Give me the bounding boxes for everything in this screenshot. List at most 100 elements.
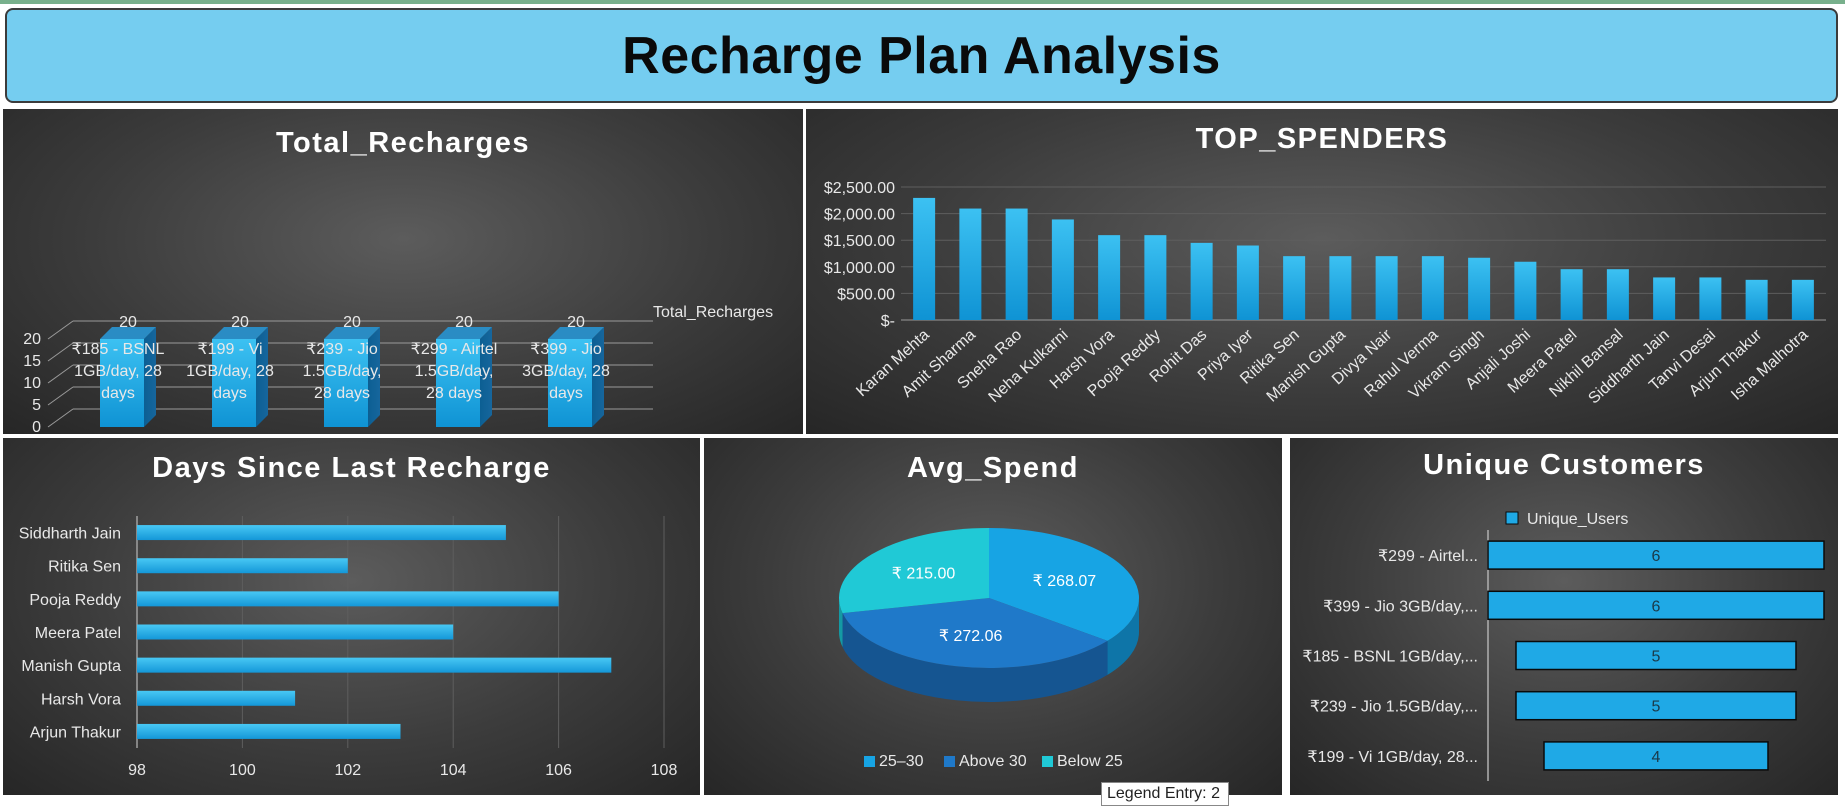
legend-label: Above 30 bbox=[959, 753, 1027, 770]
pie-slice-side bbox=[842, 613, 1108, 702]
x-tick-label: ₹199 - Vi 1GB/day, 28 days bbox=[186, 341, 274, 402]
y-tick-label: ₹299 - Airtel... bbox=[1378, 548, 1478, 565]
x-tick-label: ₹239 - Jio 1.5GB/day, 28 days bbox=[303, 341, 382, 402]
dashboard-title-banner[interactable]: Recharge Plan Analysis bbox=[5, 8, 1838, 103]
chart-days-since-last-recharge[interactable]: Days Since Last Recharge 98 100 102 104 106 1… bbox=[3, 438, 700, 795]
bar bbox=[212, 339, 256, 427]
data-label: 4 bbox=[1652, 749, 1661, 766]
y-tick-label: Manish Gupta bbox=[21, 658, 121, 675]
x-tick-label: 102 bbox=[334, 762, 361, 779]
bar bbox=[137, 723, 401, 739]
y-tick-label: Arjun Thakur bbox=[30, 724, 122, 741]
data-label: 20 bbox=[231, 314, 249, 331]
legend-label: 25–30 bbox=[879, 753, 924, 770]
bar bbox=[1653, 277, 1676, 320]
bar-3d bbox=[100, 327, 156, 427]
gridline-diag bbox=[47, 386, 74, 406]
legend-label: Below 25 bbox=[1057, 753, 1123, 770]
y-tick-label: Pooja Reddy bbox=[29, 592, 121, 609]
bar bbox=[100, 339, 144, 427]
bar bbox=[1745, 279, 1768, 320]
bar bbox=[1236, 245, 1259, 320]
bar bbox=[1468, 257, 1491, 320]
data-label: 20 bbox=[567, 314, 585, 331]
top-spenders-plot: $- $500.00 $1,000.00 $1,500.00 $2,000.00 $2,5… bbox=[824, 180, 1826, 407]
bar-side bbox=[368, 327, 380, 427]
y-tick-label: 5 bbox=[32, 397, 41, 414]
legend-swatch bbox=[944, 756, 955, 767]
y-tick-label: $1,500.00 bbox=[824, 233, 895, 250]
pie-slice-side bbox=[1107, 598, 1139, 675]
x-tick-label: 106 bbox=[545, 762, 572, 779]
data-label: 20 bbox=[343, 314, 361, 331]
bar-top bbox=[548, 327, 604, 339]
bar bbox=[137, 690, 296, 706]
y-tick-label: $2,500.00 bbox=[824, 180, 895, 197]
pie-slice bbox=[989, 528, 1139, 641]
y-tick-label: ₹239 - Jio 1.5GB/day,... bbox=[1310, 699, 1478, 716]
bar bbox=[137, 558, 348, 574]
bar-side bbox=[144, 327, 156, 427]
pie-slice bbox=[842, 598, 1108, 668]
data-label: 20 bbox=[119, 314, 137, 331]
bar bbox=[1421, 256, 1444, 320]
y-tick-label: $2,000.00 bbox=[824, 207, 895, 224]
bar bbox=[913, 197, 936, 320]
pie-slice bbox=[839, 528, 989, 614]
chart-total-recharges[interactable]: Total_Recharges 0 5 10 15 20 20 ₹185 - BSNL 1GB… bbox=[3, 109, 803, 434]
bar bbox=[548, 339, 592, 427]
gridline-diag bbox=[47, 342, 74, 362]
page-title: Recharge Plan Analysis bbox=[622, 26, 1221, 85]
legend-entry-tooltip: Legend Entry: 2 bbox=[1101, 782, 1229, 806]
gridline-diag bbox=[47, 364, 74, 384]
bar bbox=[137, 525, 506, 541]
data-label: 6 bbox=[1652, 548, 1661, 565]
y-tick-label: 0 bbox=[32, 419, 41, 434]
y-tick-label: 20 bbox=[23, 331, 41, 348]
y-tick-label: $500.00 bbox=[837, 286, 895, 303]
chart-title: Unique Customers bbox=[1423, 449, 1705, 481]
bar bbox=[1699, 277, 1722, 320]
legend-swatch bbox=[1505, 511, 1519, 525]
bar bbox=[1283, 256, 1306, 320]
unique-customers-plot: Unique_Users 6 ₹299 - Airtel... 6 ₹399 - Jio… bbox=[1302, 511, 1825, 781]
chart-title: TOP_SPENDERS bbox=[1195, 123, 1449, 155]
y-tick-label: Meera Patel bbox=[35, 625, 121, 642]
bar bbox=[1560, 269, 1583, 320]
bar bbox=[1329, 256, 1352, 320]
legend-label: Unique_Users bbox=[1527, 511, 1628, 528]
bar-3d bbox=[436, 327, 492, 427]
series-label: Total_Recharges bbox=[653, 304, 773, 321]
bar bbox=[1005, 208, 1028, 320]
bar-side bbox=[592, 327, 604, 427]
y-tick-label: $1,000.00 bbox=[824, 260, 895, 277]
gridline-diag bbox=[47, 408, 74, 428]
legend-swatch bbox=[1042, 756, 1053, 767]
bar bbox=[324, 339, 368, 427]
chart-title: Total_Recharges bbox=[275, 127, 531, 159]
x-tick-label: 100 bbox=[229, 762, 256, 779]
y-tick-label: Siddharth Jain bbox=[19, 526, 121, 543]
y-tick-label: 15 bbox=[23, 353, 41, 370]
bar bbox=[1606, 269, 1629, 320]
bar bbox=[959, 208, 982, 320]
chart-top-spenders[interactable]: TOP_SPENDERS $- $500.00 $1,000.00 $1,500.00… bbox=[806, 109, 1838, 434]
bar bbox=[1487, 540, 1825, 570]
chart-avg-spend[interactable]: Avg_Spend ₹ 268.07 ₹ 272.06 ₹ 215.00 25–30 A… bbox=[704, 438, 1282, 795]
bar bbox=[1791, 279, 1814, 320]
x-tick-label: 104 bbox=[440, 762, 467, 779]
bar bbox=[137, 591, 559, 607]
bar-top bbox=[100, 327, 156, 339]
chart-unique-customers[interactable]: Unique Customers Unique_Users 6 ₹299 - Air… bbox=[1290, 438, 1838, 795]
x-tick-label: 108 bbox=[651, 762, 678, 779]
y-tick-label: ₹199 - Vi 1GB/day, 28... bbox=[1307, 749, 1478, 766]
data-label: 5 bbox=[1652, 699, 1661, 716]
y-tick-label: ₹185 - BSNL 1GB/day,... bbox=[1302, 649, 1478, 666]
x-tick-label: Neha Kulkarni bbox=[985, 326, 1071, 406]
x-tick-label: 98 bbox=[128, 762, 146, 779]
bar-top bbox=[436, 327, 492, 339]
bar-top bbox=[212, 327, 268, 339]
bar bbox=[1543, 741, 1769, 771]
y-tick-label: $- bbox=[881, 313, 895, 330]
x-tick-label: ₹399 - Jio 3GB/day, 28 days bbox=[522, 341, 610, 402]
